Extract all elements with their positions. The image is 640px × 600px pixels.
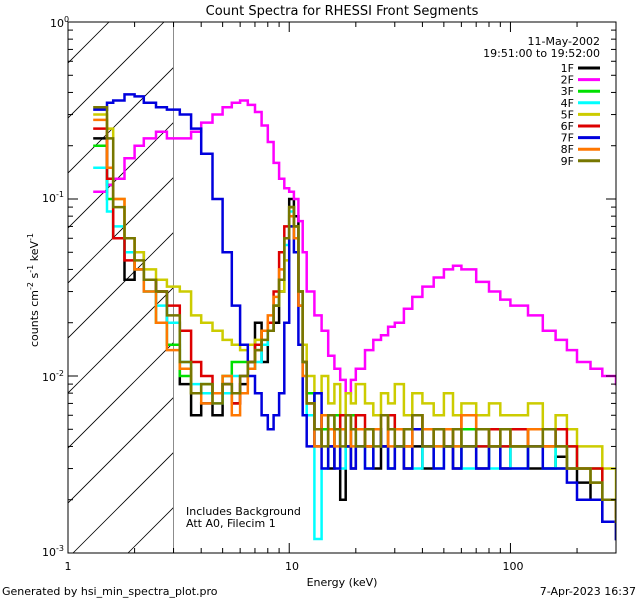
series-1F [93, 137, 616, 541]
y-tick-label-0.01: 10-2 [42, 369, 64, 384]
y-tick-label-1: 100 [50, 15, 69, 30]
generated-by: Generated by hsi_min_spectra_plot.pro [2, 585, 218, 598]
plot-frame [67, 21, 617, 554]
date-label: 11-May-2002 [528, 35, 600, 48]
series-5F [93, 113, 616, 501]
note-attenuator: Att A0, Filecim 1 [186, 517, 276, 530]
time-range-label: 19:51:00 to 19:52:00 [483, 47, 600, 60]
legend-label-9F: 9F [561, 155, 574, 168]
y-axis-labels: 100 10-1 10-2 10-3 [42, 15, 69, 559]
hatch-line [68, 231, 174, 339]
legend-label-5F: 5F [561, 108, 574, 121]
legend-label-8F: 8F [561, 143, 574, 156]
y-tick-label-0.1: 10-1 [42, 190, 64, 205]
note-background: Includes Background [186, 505, 301, 518]
y-axis-label: counts cm-2 s-1 keV-1 [26, 233, 41, 347]
x-axis-labels: 1 10 100 [65, 560, 524, 573]
series-7F [93, 93, 616, 541]
x-tick-label-1: 1 [65, 560, 72, 573]
legend-label-2F: 2F [561, 74, 574, 87]
x-tick-label-100: 100 [503, 560, 524, 573]
hatch-line [68, 22, 110, 64]
legend-label-7F: 7F [561, 132, 574, 145]
hatch-line [68, 22, 165, 119]
legend-label-4F: 4F [561, 97, 574, 110]
hatch-line [72, 451, 174, 553]
series-2F [93, 99, 616, 395]
hatch-line [68, 286, 174, 394]
legend-label-3F: 3F [561, 85, 574, 98]
x-tick-label-10: 10 [285, 560, 299, 573]
legend-label-1F: 1F [561, 62, 574, 75]
x-axis-label: Energy (keV) [307, 576, 378, 589]
timestamp: 7-Apr-2023 16:37 [540, 585, 636, 598]
axis-ticks [67, 22, 617, 554]
series-4F [93, 166, 616, 541]
chart-title: Count Spectra for RHESSI Front Segments [206, 4, 479, 19]
hatched-region [68, 22, 174, 553]
hatch-line [68, 396, 174, 504]
legend-label-6F: 6F [561, 120, 574, 133]
hatch-line [68, 66, 174, 174]
series-9F [93, 105, 616, 524]
y-tick-label-0.001: 10-3 [42, 544, 64, 559]
series-layer [93, 93, 616, 541]
